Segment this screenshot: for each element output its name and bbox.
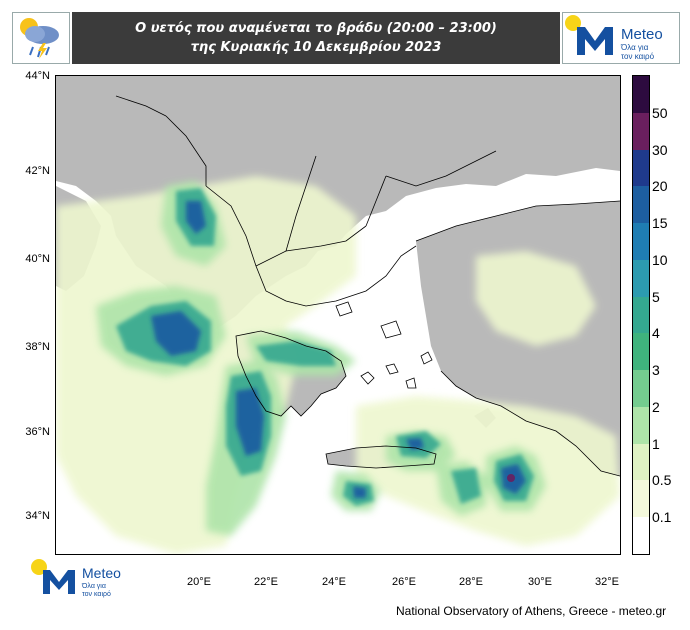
colorbar-segment xyxy=(633,186,649,224)
map-canvas xyxy=(56,76,620,554)
colorbar-segment xyxy=(633,443,649,481)
colorbar-segment xyxy=(633,517,649,555)
meteo-logo-top: Meteo Όλα για τον καιρό xyxy=(562,12,680,64)
lon-label: 26°E xyxy=(392,576,416,588)
colorbar-label: 3 xyxy=(652,362,660,379)
borders xyxy=(115,95,620,477)
colorbar-segment xyxy=(633,370,649,408)
meteo-logo-mark: Meteo Όλα για τον καιρό xyxy=(565,15,663,61)
logo-brand-bottom: Meteo xyxy=(82,565,121,581)
colorbar-segment xyxy=(633,149,649,187)
colorbar-segment xyxy=(633,259,649,298)
logo-tagline-top-2: τον καιρό xyxy=(621,52,655,61)
lon-label: 22°E xyxy=(254,576,278,588)
lat-label: 40°N xyxy=(25,253,50,265)
precipitation-map xyxy=(55,75,621,555)
lon-label: 28°E xyxy=(459,576,483,588)
colorbar-segment xyxy=(633,112,649,151)
lat-label: 36°N xyxy=(25,426,50,438)
precip-intense xyxy=(151,201,526,498)
colorbar-label: 5 xyxy=(652,288,660,305)
lat-label: 38°N xyxy=(25,341,50,353)
rain-cloud-icon xyxy=(20,18,59,59)
logo-tagline-bottom-2: τον καιρό xyxy=(82,590,111,598)
header: Ο υετός που αναμένεται το βράδυ (20:00 –… xyxy=(12,12,680,64)
logo-tagline-top-1: Όλα για xyxy=(620,43,649,52)
credit-text: National Observatory of Athens, Greece -… xyxy=(396,604,667,618)
lon-label: 24°E xyxy=(322,576,346,588)
logo-tagline-bottom-1: Όλα για xyxy=(81,583,106,590)
title-line-1: Ο υετός που αναμένεται το βράδυ (20:00 –… xyxy=(135,21,497,36)
lon-label: 32°E xyxy=(595,576,619,588)
meteo-logo-mark-bottom: Meteo Όλα για τον καιρό xyxy=(31,559,121,598)
meteo-logo-bottom: Meteo Όλα για τον καιρό xyxy=(30,558,150,598)
logo-brand-top: Meteo xyxy=(621,26,663,43)
precip-extreme xyxy=(507,474,515,482)
colorbar-label: 10 xyxy=(652,251,668,268)
colorbar-segment xyxy=(633,406,649,445)
colorbar-segment xyxy=(633,480,649,518)
colorbar-segment xyxy=(633,76,649,114)
lon-label: 30°E xyxy=(528,576,552,588)
colorbar-label: 20 xyxy=(652,178,668,195)
weather-icon-box xyxy=(12,12,70,64)
colorbar-label: 0.1 xyxy=(652,509,672,526)
colorbar-segment xyxy=(633,223,649,261)
precip-colorbar xyxy=(632,75,650,555)
colorbar-label: 50 xyxy=(652,104,668,121)
colorbar-label: 4 xyxy=(652,325,660,342)
colorbar-label: 15 xyxy=(652,215,668,232)
colorbar-label: 1 xyxy=(652,435,660,452)
colorbar-segment xyxy=(633,333,649,371)
lat-label: 42°N xyxy=(25,165,50,177)
lon-label: 20°E xyxy=(187,576,211,588)
colorbar-label: 30 xyxy=(652,141,668,158)
title-line-2: της Κυριακής 10 Δεκεμβρίου 2023 xyxy=(190,40,442,55)
lat-label: 44°N xyxy=(25,70,50,82)
colorbar-segment xyxy=(633,296,649,334)
colorbar-label: 0.5 xyxy=(652,472,672,489)
colorbar-label: 2 xyxy=(652,398,660,415)
lat-label: 34°N xyxy=(25,510,50,522)
map-title: Ο υετός που αναμένεται το βράδυ (20:00 –… xyxy=(72,12,560,64)
